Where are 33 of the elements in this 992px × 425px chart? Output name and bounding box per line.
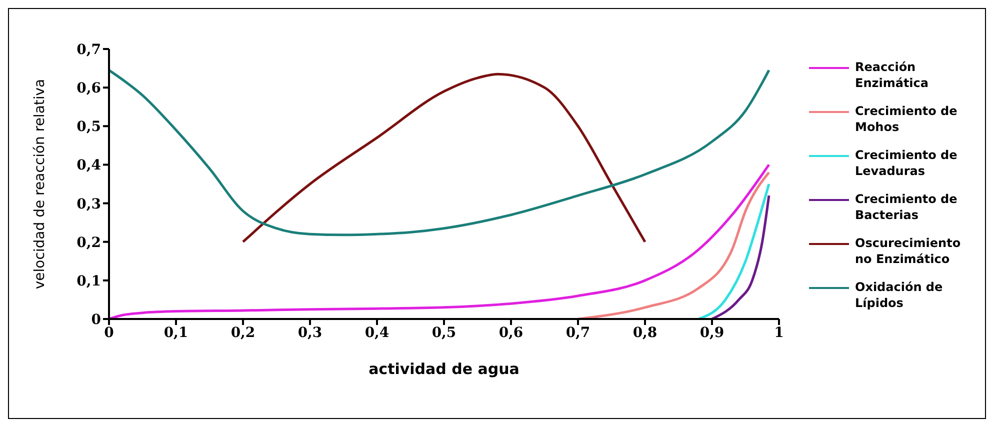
y-tick-label: 0,6	[76, 80, 101, 97]
x-tick-label: 0,6	[498, 324, 524, 341]
x-tick-label: 0,9	[700, 324, 724, 341]
x-tick-label: 0,2	[230, 324, 256, 341]
x-tick-label: 0	[104, 324, 114, 341]
y-tick-label: 0	[91, 312, 102, 328]
x-tick-label: 0,5	[432, 324, 456, 341]
x-axis-title: actividad de agua	[368, 360, 520, 378]
line-series	[576, 171, 770, 319]
y-tick-label: 0,5	[76, 119, 101, 136]
legend-label: Crecimiento de Mohos	[855, 103, 958, 135]
legend-label: Crecimiento de Bacterias	[855, 191, 958, 223]
line-series	[109, 68, 770, 236]
x-tick-label: 0,1	[164, 324, 188, 341]
line-series	[242, 72, 646, 244]
x-tick-label: 0,4	[364, 324, 390, 341]
line-series	[697, 182, 770, 319]
y-axis-title: velocidad de reacción relativa	[32, 78, 48, 290]
legend-label: Crecimiento de Levaduras	[855, 147, 958, 179]
y-tick-label: 0,2	[76, 234, 101, 251]
legend-label: Reacción Enzimática	[855, 59, 930, 91]
line-series	[109, 163, 770, 319]
y-tick-label: 0,4	[76, 158, 102, 174]
legend-label: Oscurecimiento no Enzimático	[855, 235, 961, 267]
y-tick-label: 0,7	[76, 42, 101, 58]
y-tick-label: 0,1	[76, 273, 101, 290]
line-series	[710, 194, 770, 319]
x-tick-label: 1	[774, 324, 784, 341]
x-tick-label: 0,7	[566, 324, 590, 341]
legend-label: Oxidación de Lípidos	[855, 279, 944, 311]
x-tick-label: 0,3	[298, 324, 322, 341]
y-tick-label: 0,3	[76, 196, 101, 212]
x-tick-label: 0,8	[632, 324, 658, 341]
